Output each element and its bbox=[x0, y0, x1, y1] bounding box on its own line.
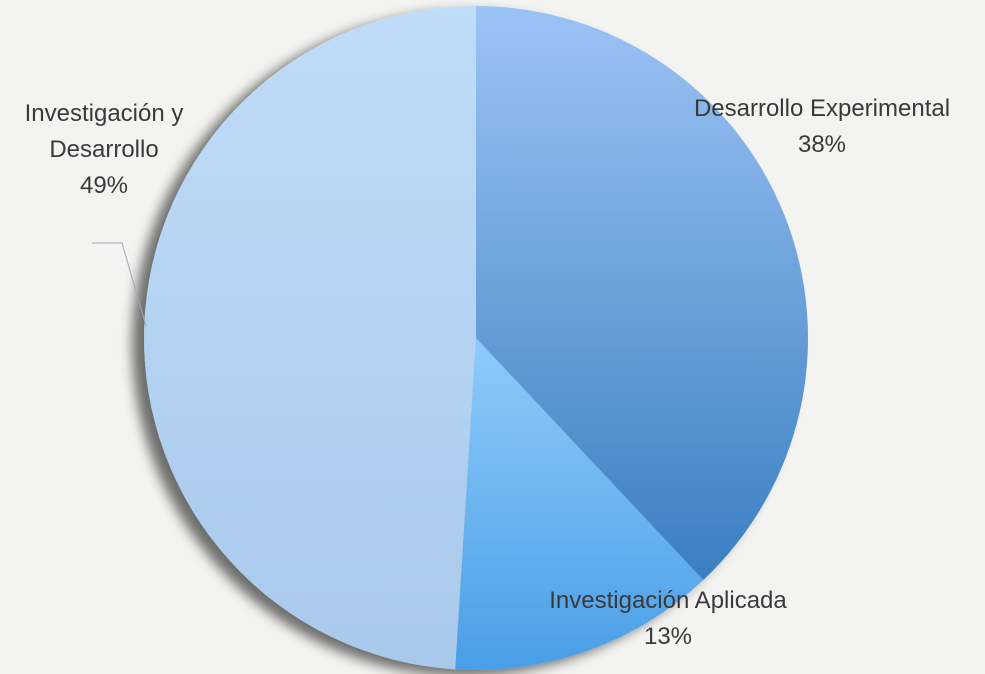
slice-name-3-line-2: Desarrollo bbox=[49, 136, 158, 163]
slice-name-3-line-1: Investigación y bbox=[25, 100, 184, 127]
slice-name-2-line-1: Investigación Aplicada bbox=[549, 587, 787, 614]
pie-slice-3 bbox=[144, 6, 476, 670]
slice-label-1: Desarrollo Experimental 38% bbox=[694, 95, 950, 158]
slice-label-2: Investigación Aplicada 13% bbox=[549, 587, 787, 650]
pie-slice-1 bbox=[476, 6, 809, 581]
slice-percent-3: 49% bbox=[80, 172, 128, 199]
pie-slices bbox=[144, 6, 809, 670]
slice-label-3: Investigación y Desarrollo 49% bbox=[25, 100, 184, 199]
slice-percent-2: 13% bbox=[644, 623, 692, 650]
slice-name-1-line-1: Desarrollo Experimental bbox=[694, 95, 950, 122]
pie-slice-2 bbox=[455, 338, 704, 670]
leader-line-3 bbox=[92, 242, 147, 327]
leader-lines bbox=[92, 242, 147, 327]
slice-labels: Desarrollo Experimental 38% Investigación … bbox=[25, 95, 950, 650]
slice-percent-1: 38% bbox=[798, 131, 846, 158]
